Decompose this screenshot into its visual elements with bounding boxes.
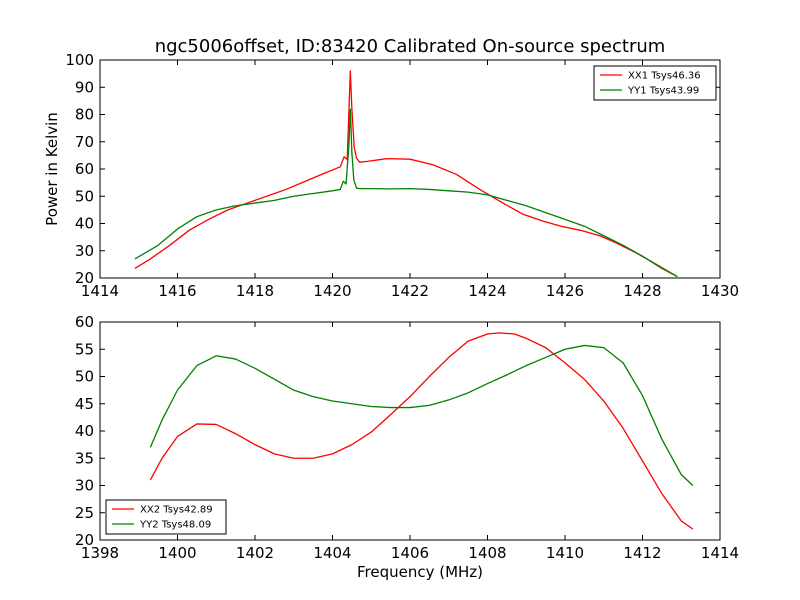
bottom-spectrum-panel: 1398 1400 1402 1404 1406 1408 1410 1412 1414 20 25…	[75, 313, 739, 581]
top-x-tick-label: 1426	[546, 282, 584, 300]
bottom-x-axis-label: Frequency (MHz)	[357, 563, 483, 581]
bottom-legend-box	[105, 499, 227, 535]
top-y-tick-label: 100	[65, 51, 94, 69]
top-x-tick-label: 1416	[158, 282, 196, 300]
top-x-tick-label: 1422	[391, 282, 429, 300]
bottom-y-tick-label: 45	[75, 395, 94, 413]
top-y-tick-label: 40	[75, 215, 94, 233]
top-x-tick-label: 1428	[623, 282, 661, 300]
bottom-y-tick-label: 20	[75, 531, 94, 549]
top-series-line-2	[134, 108, 678, 278]
bottom-legend-label-1: XX2 Tsys42.89	[140, 505, 213, 516]
bottom-x-tick-label: 1408	[468, 544, 506, 562]
top-legend-label-1: XX1 Tsys46.36	[628, 71, 701, 82]
bottom-x-tick-label: 1410	[546, 544, 584, 562]
top-y-tick-label: 20	[75, 269, 94, 287]
bottom-x-tick-label: 1414	[701, 544, 739, 562]
top-x-tick-label: 1418	[236, 282, 274, 300]
top-y-tick-label: 60	[75, 160, 94, 178]
bottom-legend-label-2: YY2 Tsys48.09	[139, 520, 211, 531]
bottom-series-line-2	[149, 344, 694, 486]
top-y-tick-label: 70	[75, 133, 94, 151]
bottom-y-tick-label: 60	[75, 313, 94, 331]
bottom-x-tick-label: 1406	[391, 544, 429, 562]
top-x-tick-label: 1430	[701, 282, 739, 300]
chart-title: ngc5006offset, ID:83420 Calibrated On-so…	[155, 36, 666, 57]
top-y-tick-label: 50	[75, 187, 94, 205]
top-x-tick-label: 1420	[313, 282, 351, 300]
bottom-x-tick-label: 1404	[313, 544, 351, 562]
bottom-y-tick-label: 30	[75, 477, 94, 495]
bottom-y-tick-label: 35	[75, 449, 94, 467]
bottom-x-tick-label: 1400	[158, 544, 196, 562]
bottom-x-tick-label: 1412	[623, 544, 661, 562]
top-y-tick-label: 90	[75, 78, 94, 96]
top-x-tick-label: 1414	[81, 282, 119, 300]
top-legend-label-2: YY1 Tsys43.99	[627, 86, 699, 97]
bottom-x-tick-label: 1398	[81, 544, 119, 562]
bottom-y-tick-label: 50	[75, 368, 94, 386]
top-y-axis-label: Power in Kelvin	[43, 112, 61, 226]
bottom-y-tick-label: 55	[75, 340, 94, 358]
bottom-series-line-1	[149, 332, 694, 530]
top-spectrum-panel: 1414 1416 1418 1420 1422 1424 1426 1428 1430 20 30…	[43, 51, 739, 300]
bottom-y-tick-label: 25	[75, 504, 94, 522]
top-x-tick-label: 1424	[468, 282, 506, 300]
bottom-y-tick-label: 40	[75, 422, 94, 440]
top-legend-box	[593, 65, 717, 101]
top-y-tick-label: 30	[75, 242, 94, 260]
bottom-x-tick-label: 1402	[236, 544, 274, 562]
top-y-tick-label: 80	[75, 106, 94, 124]
